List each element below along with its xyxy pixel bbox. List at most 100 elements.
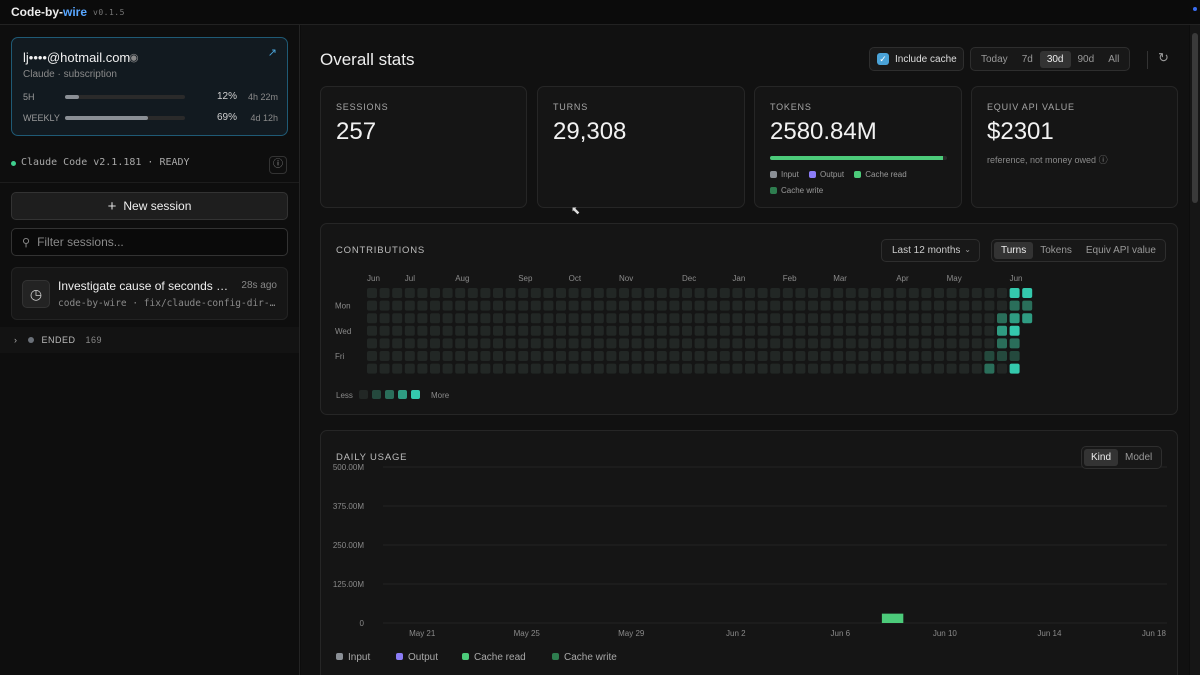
info-icon[interactable]: ⓘ — [1098, 155, 1108, 165]
heatmap-cell — [871, 351, 881, 361]
mode-model[interactable]: Model — [1125, 452, 1153, 463]
heatmap-cell — [782, 300, 793, 311]
main-scrollbar[interactable] — [1190, 25, 1200, 675]
status-dot-icon — [1193, 7, 1197, 11]
heatmap-cell — [745, 313, 755, 324]
filter-sessions-input[interactable] — [37, 235, 268, 249]
heatmap-cell — [518, 288, 529, 298]
mode-tokens[interactable]: Tokens — [1040, 245, 1072, 256]
heatmap-cell — [644, 325, 655, 336]
range-30d[interactable]: 30d — [1039, 50, 1071, 68]
heatmap-cell — [808, 313, 818, 324]
refresh-icon[interactable]: ↻ — [1158, 50, 1169, 65]
heatmap-cell — [682, 300, 692, 311]
heatmap-cell — [379, 351, 390, 361]
heatmap-cell — [581, 313, 592, 324]
heatmap-cell — [518, 351, 529, 361]
period-dropdown[interactable]: Last 12 months ⌄ — [881, 239, 980, 262]
legend-swatch — [462, 653, 469, 660]
legend-cache-read: Cache read — [854, 170, 907, 179]
heatmap-cell — [694, 288, 705, 298]
month-label: Aug — [455, 274, 469, 283]
day-label: Wed — [335, 327, 351, 336]
ready-dot-icon — [11, 161, 16, 166]
heatmap-cell — [442, 300, 453, 311]
heatmap-cell — [782, 313, 793, 324]
heatmap-cell — [757, 300, 768, 311]
heatmap-cell — [392, 288, 403, 298]
mode-turns[interactable]: Turns — [994, 242, 1034, 259]
legend-swatch — [336, 653, 343, 660]
range-90d[interactable]: 90d — [1077, 53, 1095, 65]
heatmap-cell — [883, 325, 894, 336]
heatmap-cell — [908, 300, 919, 311]
heatmap-cell — [518, 313, 529, 324]
heatmap-cell — [833, 325, 844, 336]
heatmap-cell — [556, 338, 566, 349]
heatmap-cell — [770, 325, 781, 336]
x-tick-label: Jun 10 — [933, 629, 958, 638]
heatmap-cell — [505, 313, 516, 324]
usage-row-5h: 5H 12% 4h 22m — [23, 90, 278, 104]
heatmap-cell — [619, 363, 629, 374]
eye-icon[interactable]: ◉ — [129, 52, 139, 64]
range-7d[interactable]: 7d — [1021, 53, 1033, 65]
account-card[interactable]: lj••••@hotmail.com ◉ ↗ Claude · subscrip… — [11, 37, 288, 136]
heatmap-cell — [656, 300, 667, 311]
heatmap-cell — [568, 363, 579, 374]
mode-api-value[interactable]: Equiv API value — [1085, 245, 1156, 256]
heatmap-cell — [845, 325, 856, 336]
heatmap-cell — [455, 338, 466, 349]
range-all[interactable]: All — [1108, 53, 1120, 65]
heatmap-cell — [367, 325, 377, 336]
heatmap-cell — [757, 313, 768, 324]
mode-kind[interactable]: Kind — [1084, 449, 1119, 466]
bar-cache-read — [881, 613, 904, 623]
main-content: Overall stats ✓ Include cache Today 7d 3… — [301, 25, 1189, 675]
x-tick-label: Jun 14 — [1037, 629, 1062, 638]
heatmap-cell — [505, 351, 516, 361]
heatmap-cell — [404, 363, 415, 374]
heatmap-cell — [568, 325, 579, 336]
heatmap-cell — [493, 363, 503, 374]
heatmap-cell — [694, 351, 705, 361]
heatmap-cell — [795, 300, 806, 311]
scrollbar-thumb[interactable] — [1192, 33, 1198, 203]
ended-group-toggle[interactable]: › ENDED 169 — [0, 327, 299, 353]
heatmap-cell — [997, 325, 1007, 336]
heatmap-cell — [883, 300, 894, 311]
legend-less-label: Less — [336, 391, 353, 400]
heatmap-cell — [732, 313, 743, 324]
info-icon[interactable]: ⓘ — [269, 156, 287, 174]
external-link-icon[interactable]: ↗ — [267, 47, 277, 59]
ended-dot-icon — [27, 337, 34, 343]
include-cache-checkbox[interactable]: ✓ Include cache — [869, 47, 964, 71]
heatmap-cell — [694, 338, 705, 349]
heatmap-cell — [971, 363, 982, 374]
new-session-button[interactable]: + New session — [11, 192, 288, 220]
legend-level-swatch — [385, 390, 394, 399]
heatmap-cell — [619, 300, 629, 311]
legend-label: Cache read — [474, 652, 526, 663]
heatmap-cell — [568, 313, 579, 324]
heatmap-cell — [442, 313, 453, 324]
heatmap-cell — [883, 363, 894, 374]
heatmap-cell — [845, 338, 856, 349]
heatmap-cell — [883, 288, 894, 298]
heatmap-cell — [984, 325, 995, 336]
heatmap-cell — [908, 325, 919, 336]
account-subtitle: Claude · subscription — [23, 69, 117, 80]
heatmap-cell — [530, 313, 541, 324]
heatmap-cell — [644, 363, 655, 374]
session-item[interactable]: ◷ Investigate cause of seconds de… 28s a… — [11, 267, 288, 320]
heatmap-cell — [808, 325, 818, 336]
heatmap-cell — [871, 338, 881, 349]
filter-sessions: ⚲ — [11, 228, 288, 256]
range-today[interactable]: Today — [981, 53, 1008, 65]
heatmap-cell — [757, 325, 768, 336]
divider — [1147, 51, 1148, 69]
heatmap-cell — [808, 351, 818, 361]
heatmap-cell — [833, 363, 844, 374]
y-tick-label: 125.00M — [333, 580, 364, 589]
heatmap-cell — [455, 351, 466, 361]
